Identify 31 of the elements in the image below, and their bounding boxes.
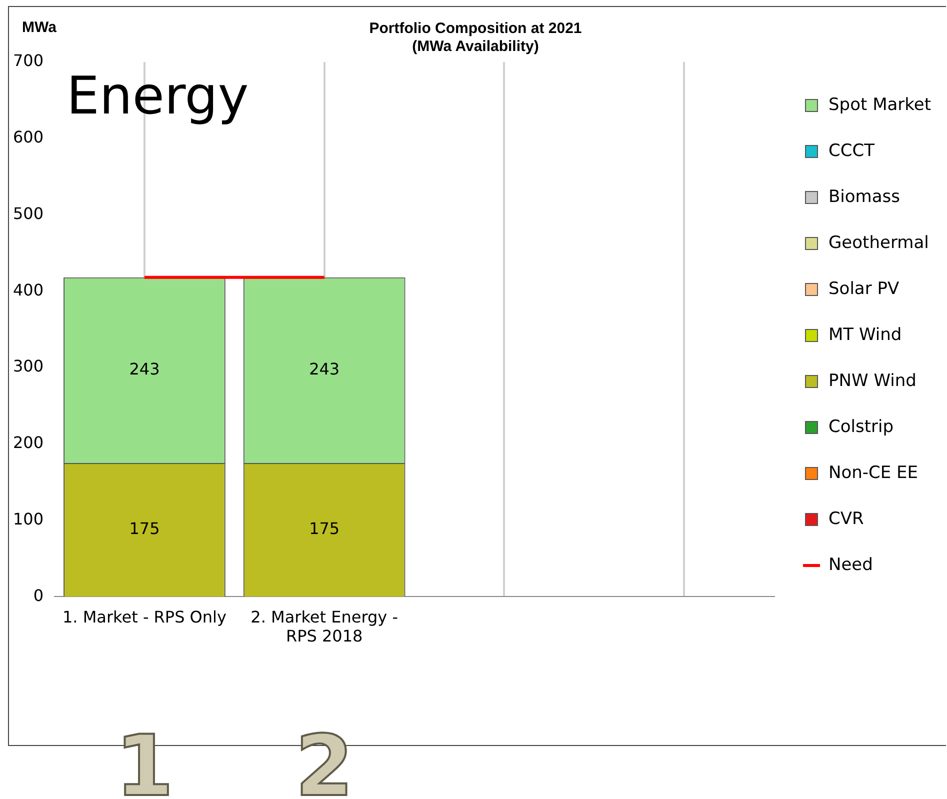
data-label: 243 — [309, 359, 340, 378]
y-tick-label: 500 — [12, 204, 44, 223]
legend-label: CCCT — [828, 140, 876, 161]
y-tick-label: 100 — [12, 509, 44, 528]
data-label: 175 — [129, 518, 160, 538]
y-tick-label: 200 — [12, 433, 44, 452]
x-tick-label: 1. Market - RPS Only — [62, 607, 226, 626]
data-label: 243 — [129, 359, 160, 378]
y-tick-label: 0 — [33, 586, 44, 605]
x-tick-label: 2. Market Energy - RPS 2018 — [250, 607, 398, 646]
y-tick-label: 400 — [12, 280, 44, 300]
legend-label: Spot Market — [828, 94, 932, 115]
legend-label: Geothermal — [828, 232, 929, 253]
legend-label: PNW Wind — [828, 370, 916, 391]
chart-title: Portfolio Composition at 2021 — [369, 20, 582, 38]
chart-subtitle: (MWa Availability) — [412, 38, 539, 56]
legend-label: Solar PV — [828, 278, 900, 299]
y-axis-title: MWa — [22, 19, 58, 36]
legend-label: MT Wind — [828, 324, 902, 345]
text: 1 — [115, 717, 174, 799]
text: 2 — [295, 717, 354, 799]
y-tick-label: 700 — [12, 51, 44, 70]
legend-label: Non-CE EE — [828, 462, 918, 483]
data-label: 175 — [309, 518, 340, 538]
y-tick-label: 600 — [12, 128, 44, 147]
legend-label: Need — [828, 554, 873, 575]
y-tick-label: 300 — [12, 356, 44, 376]
legend-label: Colstrip — [828, 416, 894, 437]
annotation: Energy — [66, 66, 249, 127]
legend-label: CVR — [828, 508, 864, 529]
legend-label: Biomass — [828, 186, 900, 207]
